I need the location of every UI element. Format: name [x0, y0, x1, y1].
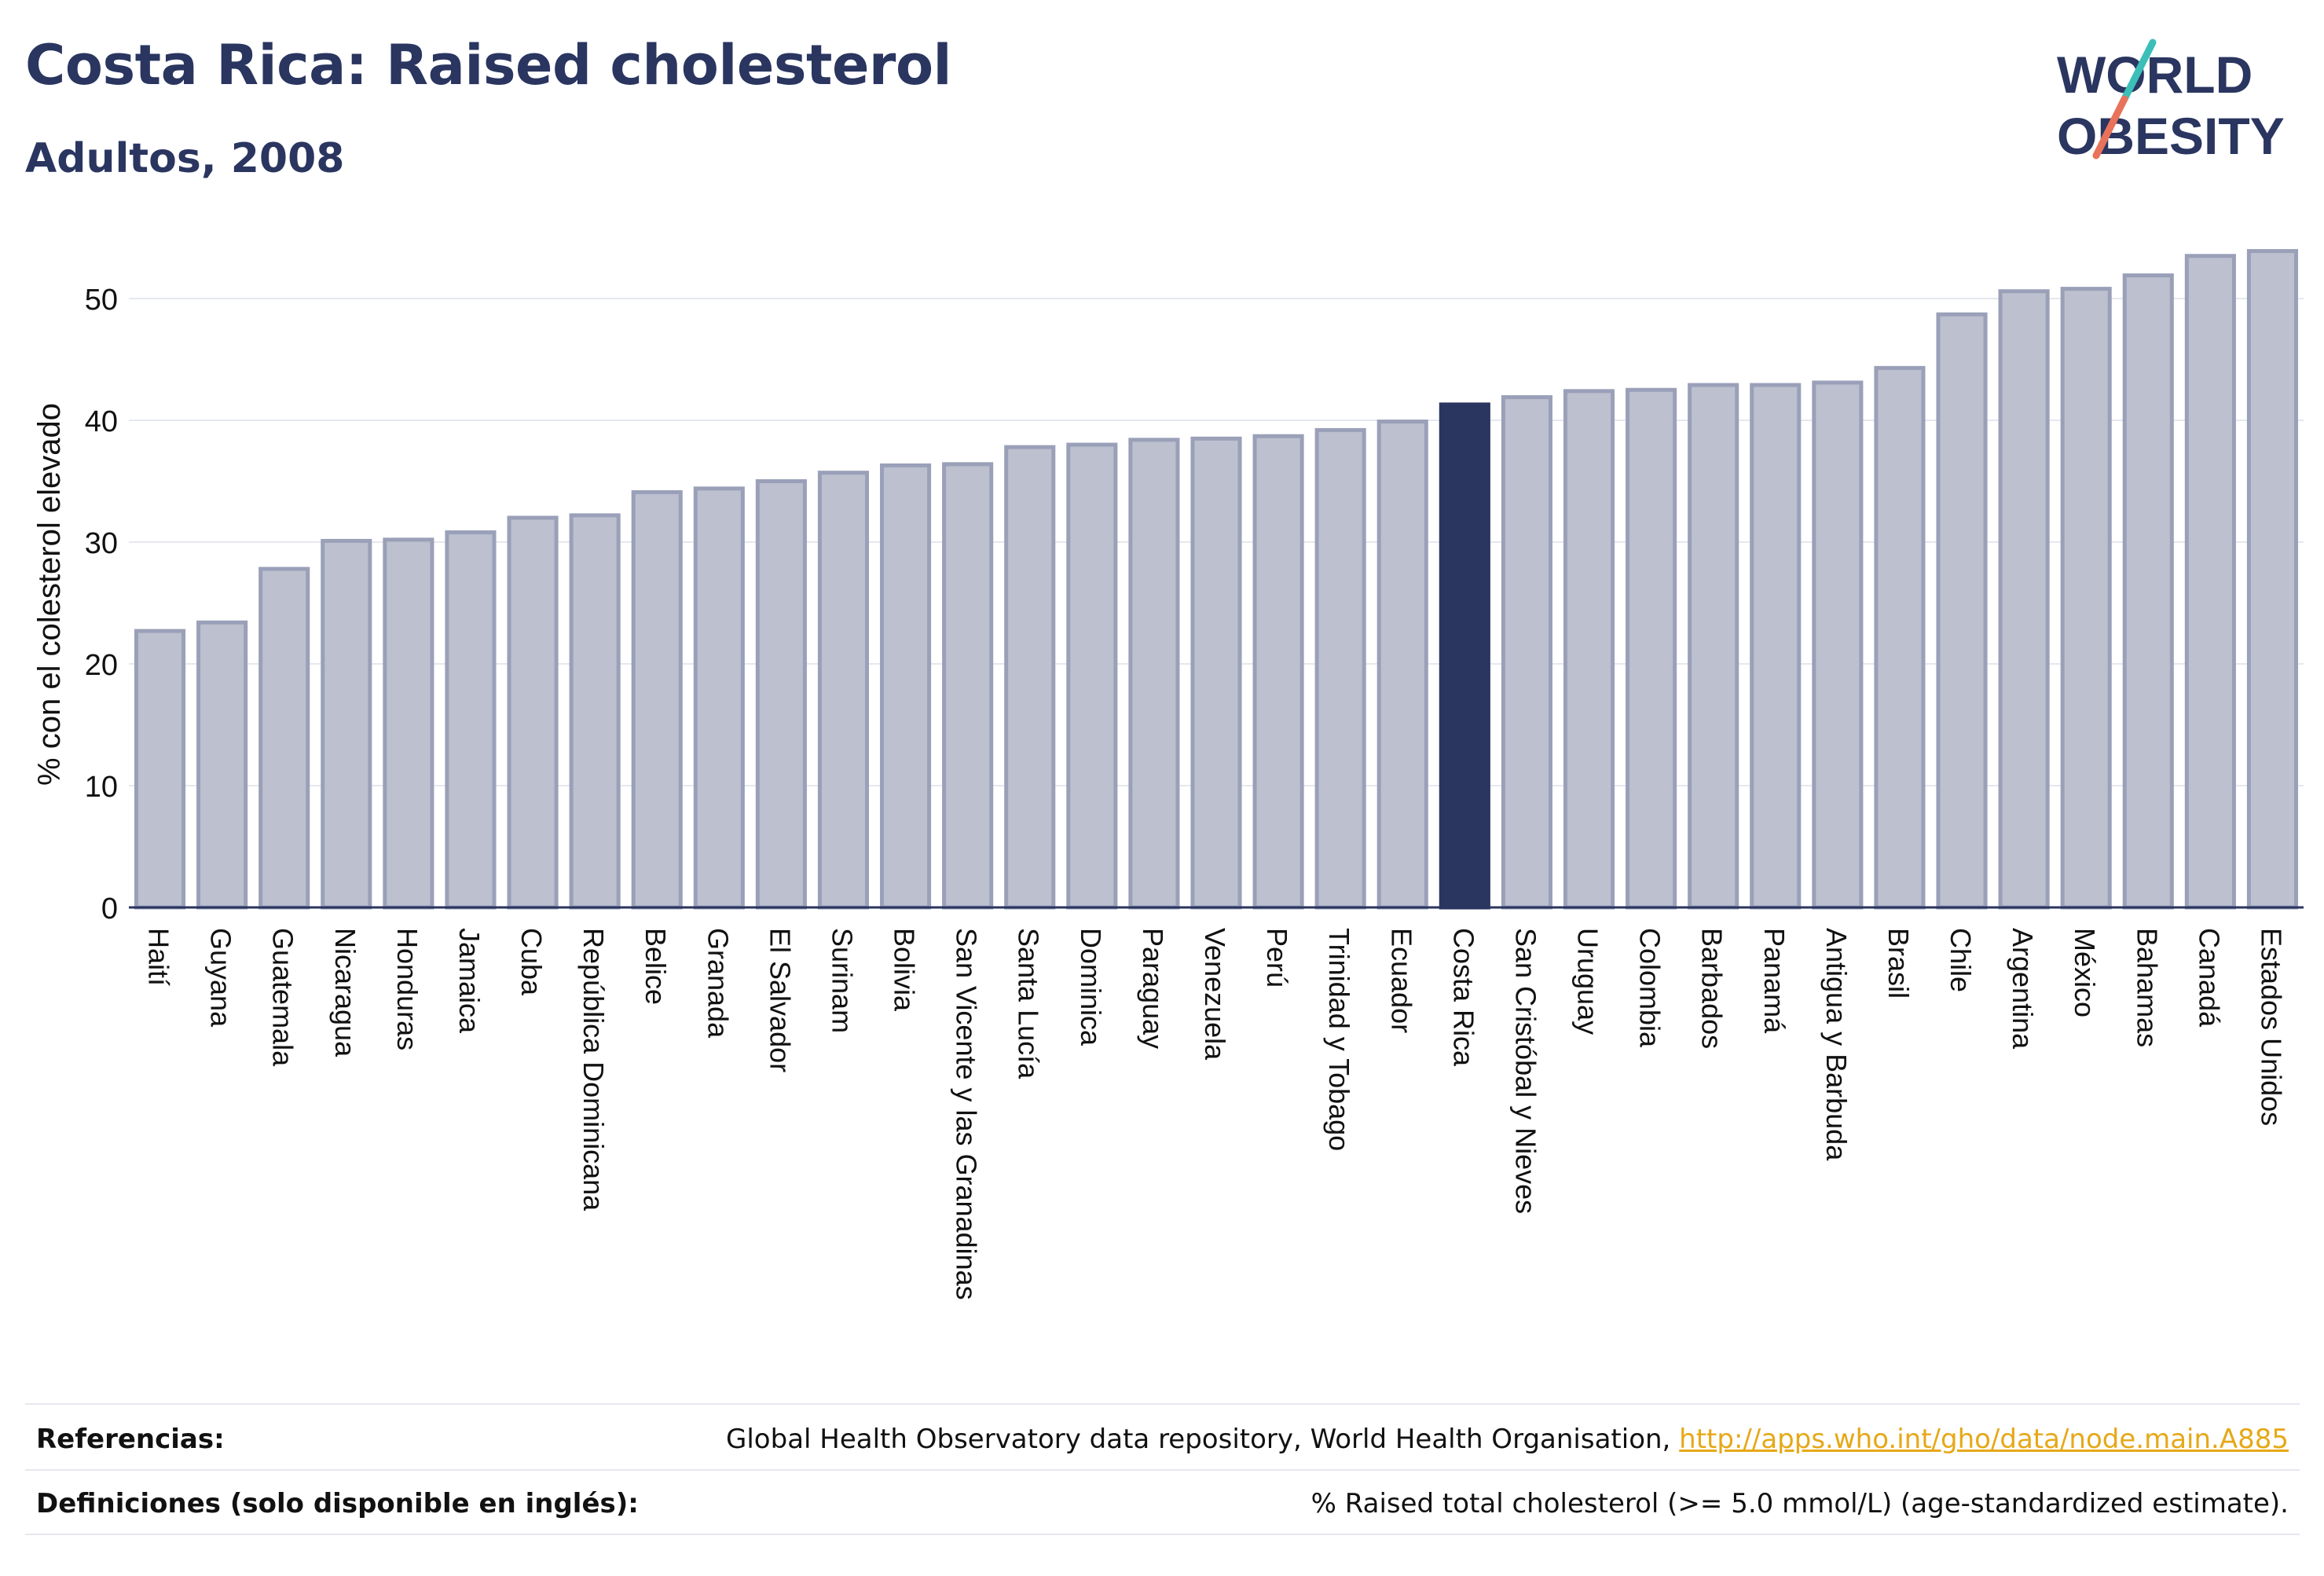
x-tick-label: Colombia	[1634, 928, 1666, 1048]
x-tick-label: Chile	[1945, 928, 1977, 992]
bar	[1439, 402, 1490, 910]
x-tick-label: Canadá	[2193, 928, 2225, 1028]
x-tick-label: El Salvador	[764, 928, 796, 1072]
bar	[507, 515, 559, 910]
x-tick-label: República Dominicana	[577, 928, 610, 1211]
x-tick-label: Haití	[143, 928, 175, 986]
x-tick-label: Panamá	[1758, 928, 1791, 1034]
bar	[1501, 395, 1552, 910]
bar	[1812, 380, 1864, 910]
bar	[321, 538, 372, 910]
definitions-label: Definiciones (solo disponible en inglés)…	[36, 1488, 639, 1519]
footer-divider	[25, 1469, 2300, 1471]
y-tick-label: 40	[85, 405, 118, 438]
footer-divider	[25, 1403, 2300, 1405]
bar	[1750, 383, 1802, 910]
x-tick-label: San Cristóbal y Nieves	[1509, 928, 1541, 1214]
x-tick-label: Nicaragua	[329, 928, 361, 1057]
y-axis-label: % con el colesterol elevado	[32, 403, 67, 786]
y-tick-label: 0	[101, 892, 118, 925]
bar	[1128, 438, 1180, 910]
bar	[1314, 427, 1366, 910]
x-tick-label: Bolivia	[889, 928, 921, 1012]
bar-chart: 0 10 20 30 40 50 % con el colesterol elevado Ha…	[32, 249, 2304, 1300]
logo-line1: WORLD	[2057, 46, 2253, 104]
bar	[817, 471, 870, 910]
bar	[942, 462, 994, 910]
x-tick-label: Belice	[640, 928, 672, 1005]
x-tick-label: Perú	[1261, 928, 1293, 988]
bar	[1376, 420, 1428, 910]
x-tick-label: Argentina	[2007, 928, 2039, 1050]
y-tick-label: 10	[85, 771, 118, 804]
references-label: Referencias:	[36, 1424, 225, 1455]
bar	[1563, 389, 1615, 910]
y-tick-label: 20	[85, 649, 118, 682]
bar	[2060, 287, 2112, 910]
y-tick-label: 30	[85, 527, 118, 560]
x-tick-label: Surinam	[826, 928, 858, 1033]
bar	[1066, 442, 1118, 910]
x-tick-label: Trinidad y Tobago	[1323, 928, 1355, 1151]
bar	[258, 566, 310, 910]
bar	[569, 513, 621, 910]
x-tick-label: Paraguay	[1137, 928, 1169, 1049]
world-obesity-logo: WORLD OBESITY	[2057, 38, 2285, 165]
bar	[445, 530, 497, 910]
x-tick-label: Guyana	[205, 928, 237, 1028]
bar	[631, 489, 683, 910]
bar	[134, 629, 186, 910]
bar	[1874, 365, 1926, 910]
x-tick-label: Uruguay	[1572, 928, 1604, 1035]
x-tick-label: Estados Unidos	[2255, 928, 2287, 1126]
bar	[1688, 383, 1739, 910]
references-link[interactable]: http://apps.who.int/gho/data/node.main.A…	[1679, 1424, 2289, 1455]
bar	[1626, 387, 1677, 910]
x-tick-label: Cuba	[515, 928, 548, 996]
bar	[1252, 434, 1304, 910]
chart-title: Costa Rica: Raised cholesterol	[25, 33, 952, 97]
bar	[693, 486, 745, 910]
x-tick-label: México	[2069, 928, 2101, 1017]
footer-references: Referencias: Global Health Observatory d…	[25, 1406, 2300, 1471]
bar	[1004, 445, 1056, 910]
x-tick-label: Guatemala	[267, 928, 299, 1067]
x-tick-label: Brasil	[1882, 928, 1915, 999]
bar	[196, 620, 248, 910]
bar	[1998, 289, 2050, 910]
x-tick-label: Ecuador	[1385, 928, 1417, 1033]
bar	[383, 537, 434, 910]
x-tick-label: Bahamas	[2131, 928, 2163, 1047]
definitions-value: % Raised total cholesterol (>= 5.0 mmol/…	[1310, 1488, 2289, 1519]
bar	[880, 463, 932, 910]
references-text: Global Health Observatory data repositor…	[726, 1424, 1680, 1455]
bar	[755, 479, 807, 910]
y-tick-label: 50	[85, 284, 118, 317]
bar	[2122, 273, 2174, 910]
x-tick-label: Barbados	[1696, 928, 1728, 1049]
references-value: Global Health Observatory data repositor…	[726, 1424, 2289, 1455]
x-tick-label: Jamaica	[453, 928, 486, 1034]
bar	[1936, 312, 1988, 910]
x-tick-label: Costa Rica	[1447, 928, 1479, 1067]
footer-divider	[25, 1534, 2300, 1535]
x-tick-label: Honduras	[391, 928, 423, 1050]
chart-subtitle: Adultos, 2008	[25, 135, 345, 182]
x-tick-label: Antigua y Barbuda	[1820, 928, 1853, 1161]
bar	[2184, 254, 2236, 910]
bar	[1190, 436, 1242, 910]
bar	[2246, 249, 2299, 910]
x-tick-label: Venezuela	[1199, 928, 1231, 1061]
x-tick-label: Granada	[702, 928, 734, 1039]
footer-definitions: Definiciones (solo disponible en inglés)…	[25, 1471, 2300, 1535]
x-tick-label: Dominica	[1075, 928, 1107, 1046]
x-tick-label: San Vicente y las Granadinas	[951, 928, 983, 1300]
x-tick-label: Santa Lucía	[1013, 928, 1045, 1079]
